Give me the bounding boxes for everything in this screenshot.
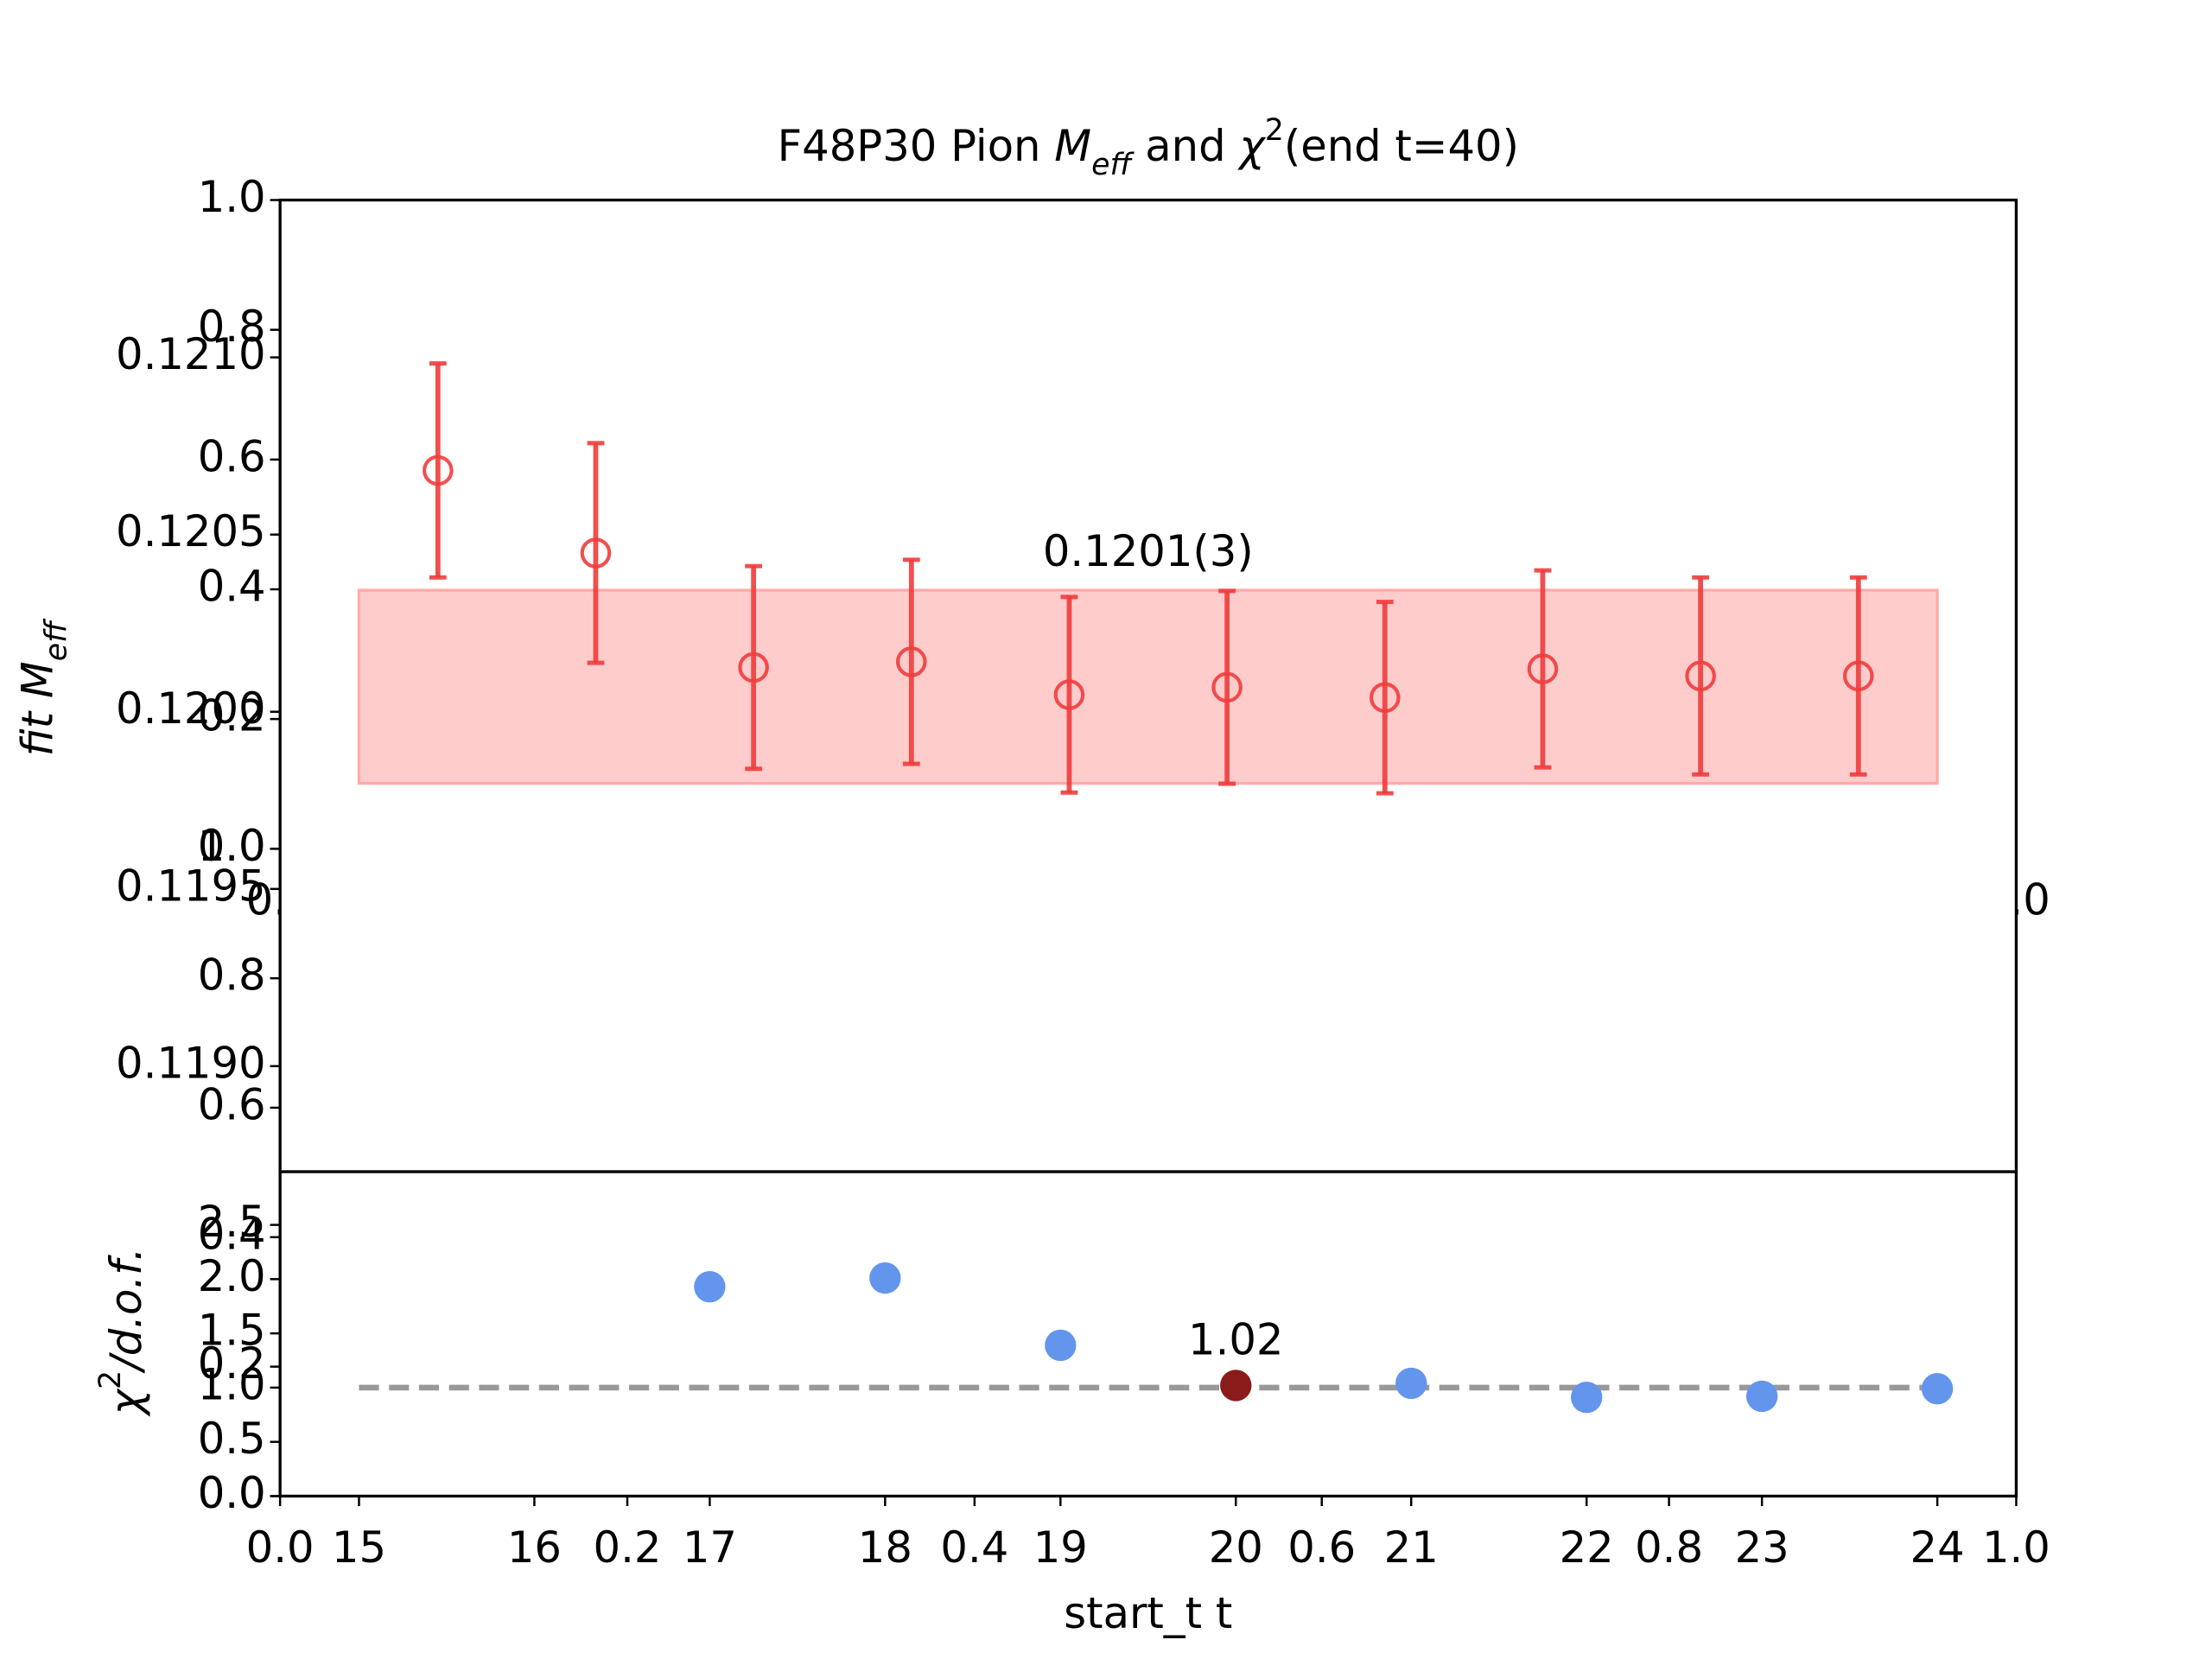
text-part: 2 — [93, 1370, 128, 1389]
x-tick-label: 20 — [1209, 1522, 1263, 1573]
x-tick-label: 23 — [1735, 1522, 1789, 1573]
text-part: F48P30 Pion — [778, 120, 1055, 170]
point — [1527, 653, 1559, 684]
chart-title: F48P30 Pion Meff and χ2(end t=40) — [778, 113, 1519, 182]
x-tick-label: 22 — [1560, 1522, 1614, 1573]
point — [1045, 1329, 1077, 1362]
point — [423, 454, 454, 486]
y-tick-label: 0.1210 — [116, 329, 266, 379]
y-tick-label: 0.1195 — [116, 861, 266, 911]
x-tick-label: 19 — [1033, 1522, 1088, 1573]
y-tick-label: 1.0 — [198, 172, 266, 222]
y-tick-label: 0.1205 — [116, 506, 266, 556]
point — [1395, 1367, 1427, 1400]
text-part: eff — [1091, 148, 1135, 182]
point — [738, 652, 769, 683]
x-tick-label: 16 — [507, 1522, 562, 1573]
y-tick-label: 0.8 — [198, 950, 266, 1001]
y-tick-label: 0.4 — [198, 562, 266, 612]
text-part: χ — [100, 1388, 150, 1417]
x-tick-label: 0.2 — [594, 1522, 662, 1573]
point — [1370, 682, 1401, 714]
y-tick-label: 0.4 — [198, 1209, 266, 1259]
text-part: fit M — [12, 661, 62, 756]
point — [1685, 660, 1716, 692]
x-tick-label: 18 — [858, 1522, 912, 1573]
x-tick-label: 0.0 — [246, 1522, 315, 1573]
band-label: 0.1201(3) — [1043, 526, 1254, 576]
text-part: 2 — [1265, 113, 1284, 148]
point — [580, 537, 612, 569]
y-tick-label: 1.0 — [198, 1359, 266, 1409]
x-tick-label: 21 — [1384, 1522, 1439, 1573]
text-part: χ — [1236, 120, 1266, 170]
axes-background — [280, 1172, 2017, 1497]
x-tick-label: 0.8 — [1635, 1522, 1703, 1573]
y-tick-label: 0.0 — [198, 821, 266, 871]
x-tick-label: 24 — [1910, 1522, 1965, 1573]
point — [1570, 1382, 1603, 1414]
point — [1842, 660, 1874, 692]
y-tick-label: 0.1190 — [116, 1038, 266, 1088]
x-tick-label: 15 — [332, 1522, 386, 1573]
y-tick-label: 0.6 — [198, 1079, 266, 1129]
y-tick-label: 0.6 — [198, 431, 266, 481]
y-tick-label: 0.2 — [198, 1338, 266, 1389]
x-tick-label: 17 — [683, 1522, 737, 1573]
x-tick-label: 1.0 — [1982, 1522, 2050, 1573]
y-tick-label: 0.8 — [198, 302, 266, 352]
point — [896, 646, 927, 677]
fit-band — [357, 588, 1939, 785]
point — [1053, 679, 1085, 710]
y-axis-label: fit Meff — [12, 618, 74, 756]
x-tick-label: 0.6 — [1287, 1522, 1356, 1573]
text-part: M — [1054, 120, 1091, 170]
point — [1921, 1372, 1954, 1405]
point — [1745, 1380, 1778, 1413]
point — [694, 1270, 726, 1303]
x-tick-label: 0.4 — [940, 1522, 1008, 1573]
y-tick-label: 0.2 — [198, 691, 266, 741]
text-part: eff — [39, 618, 73, 661]
y-tick-label: 0.0 — [198, 1468, 266, 1518]
text-part: (end t=40) — [1284, 120, 1519, 170]
y-tick-label: 0.5 — [198, 1414, 266, 1464]
x-axis-label: start_t t — [1064, 1588, 1232, 1638]
y-tick-label: 2.0 — [198, 1251, 266, 1301]
y-tick-label: 1.5 — [198, 1306, 266, 1356]
y-tick-label: 2.5 — [198, 1197, 266, 1247]
point — [1211, 671, 1243, 703]
point-label: 1.02 — [1188, 1314, 1283, 1364]
point — [1220, 1370, 1252, 1402]
y-axis-label: χ2/d.o.f. — [93, 1248, 151, 1418]
text-part: /d.o.f. — [100, 1248, 150, 1374]
text-part: and — [1132, 120, 1240, 170]
y-tick-label: 1.0 — [198, 821, 266, 871]
point — [869, 1262, 901, 1294]
y-tick-label: 0.1200 — [116, 683, 266, 734]
y-tick-label: 0.0 — [198, 1468, 266, 1518]
